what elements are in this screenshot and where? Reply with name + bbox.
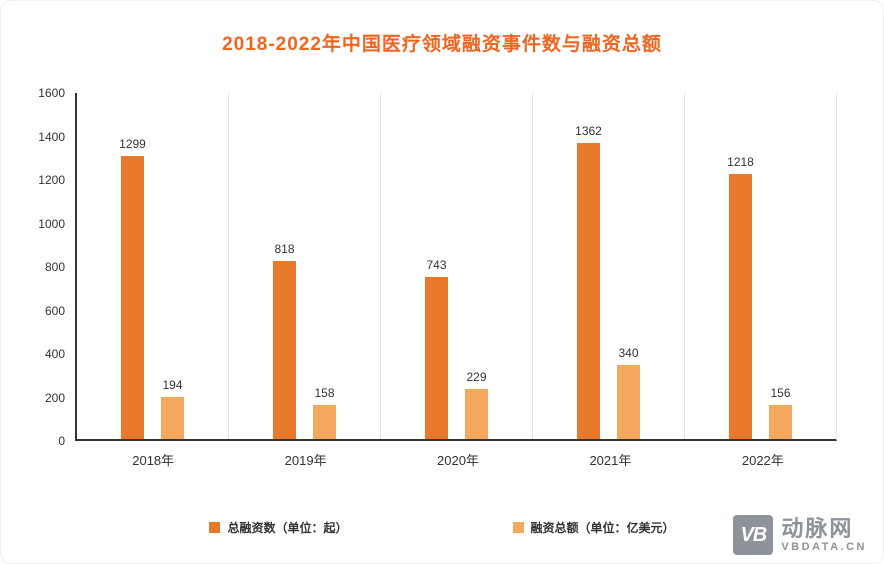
bar-value-label: 1362 [575,124,602,138]
y-tick-label: 400 [44,347,65,361]
chart-title: 2018-2022年中国医疗领域融资事件数与融资总额 [222,34,662,55]
bar-chart: 0 200 400 600 800 1000 1200 1400 1600 1299 194 818… [31,86,837,448]
y-tick-label: 200 [44,390,65,405]
bar-value-label: 158 [314,386,335,400]
bar-group: 1299 194 [77,93,229,439]
y-tick-label: 1600 [38,86,65,100]
y-tick-label: 1200 [38,173,65,187]
y-axis: 0 200 400 600 800 1000 1200 1400 1600 [31,86,75,448]
logo-text: 动脉网 VBDATA.CN [781,515,867,554]
count-bar-column: 1362 [575,124,602,439]
plot-area: 1299 194 818 158 743 229 1362 340 1218 156 [75,93,837,441]
x-axis-label: 2020年 [437,453,479,468]
amount-bar [161,397,184,439]
y-tick-label: 1000 [38,216,65,231]
legend-item-amount: 融资总额（单位：亿美元） [512,519,675,536]
bar-value-label: 818 [274,242,295,256]
bar-value-label: 156 [770,386,791,400]
vbdata-logo: VB 动脉网 VBDATA.CN [733,515,867,555]
bar-group: 1362 340 [533,93,685,439]
amount-bar-column: 229 [465,370,488,439]
y-tick-label: 800 [44,260,65,274]
bar-value-label: 1299 [119,137,146,151]
legend-label-count: 总融资数（单位：起） [227,521,348,535]
y-tick-label: 0 [58,434,65,448]
amount-bar [617,365,640,439]
bar-value-label: 340 [618,346,639,360]
bar-value-label: 743 [426,258,447,272]
amount-bar-column: 194 [161,378,184,439]
amount-bar [313,405,336,439]
logo-name: 动脉网 [781,515,854,541]
count-bar-column: 818 [273,242,296,439]
count-bar-column: 743 [425,258,448,439]
legend: 总融资数（单位：起） 融资总额（单位：亿美元） [1,519,883,536]
amount-bar-column: 340 [617,346,640,439]
amount-bar-column: 158 [313,386,336,439]
bar-group: 818 158 [229,93,381,439]
vb-logo-icon: VB [733,515,774,555]
bar-value-label: 1218 [727,155,754,169]
bar-value-label: 194 [162,378,183,392]
legend-item-count: 总融资数（单位：起） [209,519,348,536]
bar-group: 1218 156 [685,93,836,439]
legend-swatch-count-icon [209,522,221,533]
y-tick-label: 600 [44,303,65,318]
amount-bar [465,389,488,439]
legend-label-amount: 融资总额（单位：亿美元） [530,521,675,535]
count-bar [577,143,600,439]
count-bar-column: 1218 [727,155,754,439]
logo-domain: VBDATA.CN [781,541,867,554]
count-bar-column: 1299 [119,137,146,439]
x-axis-label: 2022年 [741,453,784,468]
bar-group: 743 229 [381,93,533,439]
count-bar [273,261,296,439]
amount-bar [769,405,792,439]
amount-bar-column: 156 [769,386,792,439]
x-axis: 2018年 2019年 2020年 2021年 2022年 [77,450,839,469]
x-axis-label: 2018年 [132,453,175,468]
y-tick-label: 1400 [38,129,65,144]
count-bar [425,277,448,439]
bar-value-label: 229 [466,370,487,384]
count-bar [121,156,144,439]
count-bar [729,174,752,439]
legend-swatch-amount-icon [512,522,524,533]
x-axis-label: 2021年 [589,453,632,468]
x-axis-label: 2019年 [284,453,327,468]
